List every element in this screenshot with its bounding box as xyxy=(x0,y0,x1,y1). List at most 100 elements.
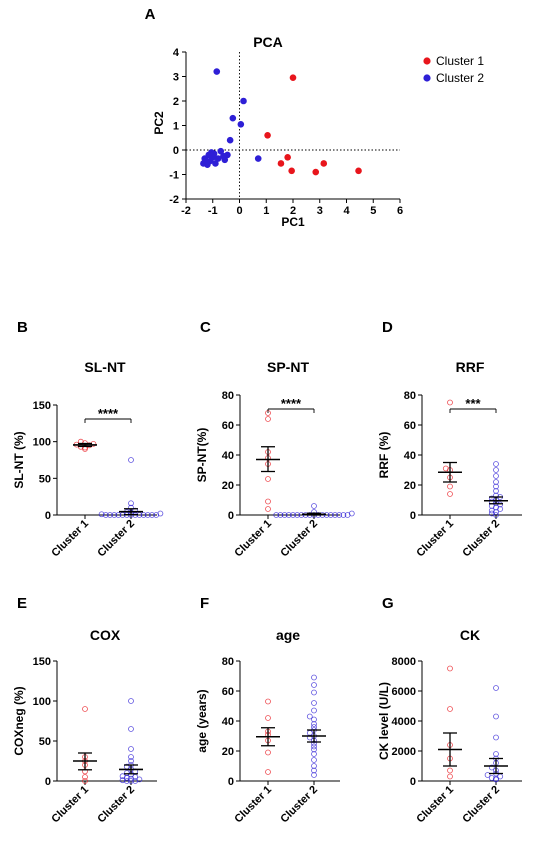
y-tick-label: 60 xyxy=(222,420,234,432)
data-point-cluster-2 xyxy=(123,778,130,784)
data-point-cluster-2 xyxy=(311,700,317,706)
y-tick-label: 150 xyxy=(33,656,51,668)
panel-letter-b: B xyxy=(17,319,28,336)
data-point-cluster-2 xyxy=(311,674,317,681)
y-tick-label: 100 xyxy=(33,696,51,708)
y-tick-label: 0 xyxy=(410,510,416,522)
data-point-cluster-2 xyxy=(128,746,134,752)
y-tick-label: 80 xyxy=(404,390,416,402)
y-tick-label: 80 xyxy=(222,656,234,668)
y-tick-label: 40 xyxy=(222,450,234,462)
data-point-cluster-2 xyxy=(128,698,134,704)
pca-point-cluster-2 xyxy=(229,114,237,122)
data-point-cluster-2 xyxy=(493,685,499,691)
pca-point-cluster-2 xyxy=(240,97,247,105)
data-point-cluster-2 xyxy=(102,512,109,518)
data-point-cluster-2 xyxy=(488,764,495,771)
data-point-cluster-2 xyxy=(311,767,317,774)
panel-title: RRF xyxy=(456,359,485,375)
data-point-cluster-2 xyxy=(488,507,495,514)
data-point-cluster-1 xyxy=(265,769,271,775)
data-point-cluster-2 xyxy=(493,473,499,479)
category-label: Cluster 2 xyxy=(460,518,502,560)
y-tick-label: 40 xyxy=(222,716,234,728)
data-point-cluster-1 xyxy=(447,773,453,780)
data-point-cluster-1 xyxy=(447,767,453,774)
pca-x-tick-label: 6 xyxy=(397,205,403,217)
pca-point-cluster-1 xyxy=(288,167,295,175)
pca-x-tick-label: 0 xyxy=(236,205,242,217)
pca-point-cluster-1 xyxy=(277,160,285,167)
data-point-cluster-1 xyxy=(265,698,271,705)
data-point-cluster-2 xyxy=(311,689,317,696)
pca-point-cluster-2 xyxy=(212,160,219,167)
category-label: Cluster 2 xyxy=(278,784,320,826)
data-point-cluster-2 xyxy=(311,772,317,778)
data-point-cluster-1 xyxy=(265,506,271,512)
data-point-cluster-1 xyxy=(442,465,449,472)
data-point-cluster-2 xyxy=(311,746,317,753)
data-point-cluster-2 xyxy=(311,503,317,509)
data-point-cluster-2 xyxy=(311,763,317,769)
panel-ylabel: COXneg (%) xyxy=(12,686,26,755)
data-point-cluster-1 xyxy=(265,498,271,505)
panel-title: age xyxy=(276,627,300,643)
data-point-cluster-1 xyxy=(265,416,271,422)
pca-x-tick-label: 3 xyxy=(317,205,323,217)
data-point-cluster-2 xyxy=(115,512,122,518)
data-point-cluster-2 xyxy=(488,775,495,781)
data-point-cluster-2 xyxy=(149,512,155,518)
data-point-cluster-2 xyxy=(484,772,491,778)
data-point-cluster-2 xyxy=(311,682,317,688)
data-point-cluster-1 xyxy=(447,483,453,490)
pca-y-tick-label: -1 xyxy=(169,170,179,182)
dot-panel-b: B SL-NT SL-NT (%) 0 50 100 150 Cluster 1 Cluster… xyxy=(12,319,164,559)
data-point-cluster-2 xyxy=(290,512,296,518)
category-label: Cluster 1 xyxy=(414,784,456,826)
pca-point-cluster-2 xyxy=(254,155,262,162)
y-tick-label: 2000 xyxy=(392,746,416,758)
y-tick-label: 0 xyxy=(45,510,51,522)
category-label: Cluster 1 xyxy=(414,518,456,560)
y-tick-label: 0 xyxy=(228,776,234,788)
pca-y-tick-label: 4 xyxy=(173,47,180,59)
legend-label-cluster-1: Cluster 1 xyxy=(436,54,484,68)
data-point-cluster-2 xyxy=(336,512,343,518)
data-point-cluster-2 xyxy=(144,512,151,518)
pca-point-cluster-2 xyxy=(226,136,234,144)
pca-y-tick-label: 2 xyxy=(173,96,179,108)
pca-point-cluster-1 xyxy=(289,74,297,82)
panel-ylabel: age (years) xyxy=(195,689,209,752)
significance-stars: **** xyxy=(98,406,119,421)
pca-panel: A PCA PC2 PC1 Cluster 1 Cluster 2 -2 -1 0 1… xyxy=(145,6,485,229)
pca-point-cluster-2 xyxy=(217,147,225,155)
data-point-cluster-2 xyxy=(128,778,134,784)
data-point-cluster-2 xyxy=(493,461,499,467)
dot-panel-c: C SP-NT SP-NT(%) 0 20 40 60 80 Cluster 1 Cluster … xyxy=(195,319,355,560)
data-point-cluster-2 xyxy=(128,500,134,507)
data-point-cluster-2 xyxy=(311,757,317,763)
pca-x-tick-label: 1 xyxy=(263,205,269,217)
pca-y-tick-label: 0 xyxy=(173,145,179,157)
data-point-cluster-2 xyxy=(294,512,301,518)
category-label: Cluster 1 xyxy=(232,518,274,560)
data-point-cluster-2 xyxy=(311,751,317,757)
y-tick-label: 50 xyxy=(39,736,51,748)
data-point-cluster-2 xyxy=(332,512,338,518)
data-point-cluster-2 xyxy=(327,512,334,518)
y-tick-label: 50 xyxy=(39,473,51,485)
data-point-cluster-2 xyxy=(493,751,499,757)
panel-letter-e: E xyxy=(17,595,27,612)
panel-letter-g: G xyxy=(382,595,394,612)
data-point-cluster-2 xyxy=(107,512,113,518)
data-point-cluster-2 xyxy=(311,743,317,750)
data-point-cluster-2 xyxy=(119,777,126,784)
data-point-cluster-2 xyxy=(285,512,292,518)
y-tick-label: 8000 xyxy=(392,656,416,668)
y-tick-label: 60 xyxy=(222,686,234,698)
y-tick-label: 0 xyxy=(228,510,234,522)
pca-x-tick-label: -1 xyxy=(208,205,218,217)
pca-y-tick-label: 1 xyxy=(173,121,179,133)
data-point-cluster-2 xyxy=(123,770,130,776)
